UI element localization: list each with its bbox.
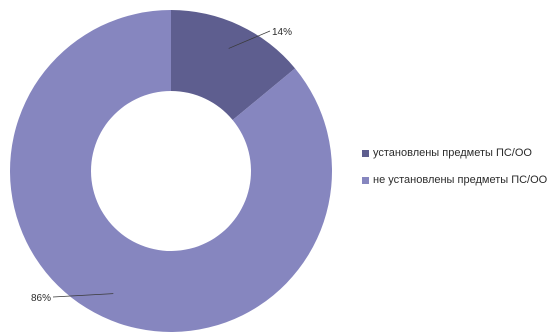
leader-line-installed	[228, 30, 271, 49]
leader-lines	[52, 30, 271, 298]
legend-item-not-installed: не установлены предметы ПС/ОО	[362, 174, 547, 186]
chart-slices	[10, 10, 333, 332]
data-label-not-installed: 86%	[31, 293, 51, 304]
leader-line-not-installed	[52, 293, 114, 298]
legend-swatch-installed	[362, 149, 369, 157]
legend-label-not-installed: не установлены предметы ПС/ОО	[373, 174, 548, 186]
legend-swatch-not-installed	[362, 176, 369, 184]
legend-label-installed: установлены предметы ПС/ОО	[373, 147, 532, 159]
legend-item-installed: установлены предметы ПС/ОО	[362, 147, 547, 159]
chart-legend: установлены предметы ПС/ОО не установлен…	[362, 147, 547, 186]
data-label-installed: 14%	[272, 27, 292, 38]
slice-not-installed	[10, 10, 333, 332]
slice-installed	[171, 10, 296, 121]
